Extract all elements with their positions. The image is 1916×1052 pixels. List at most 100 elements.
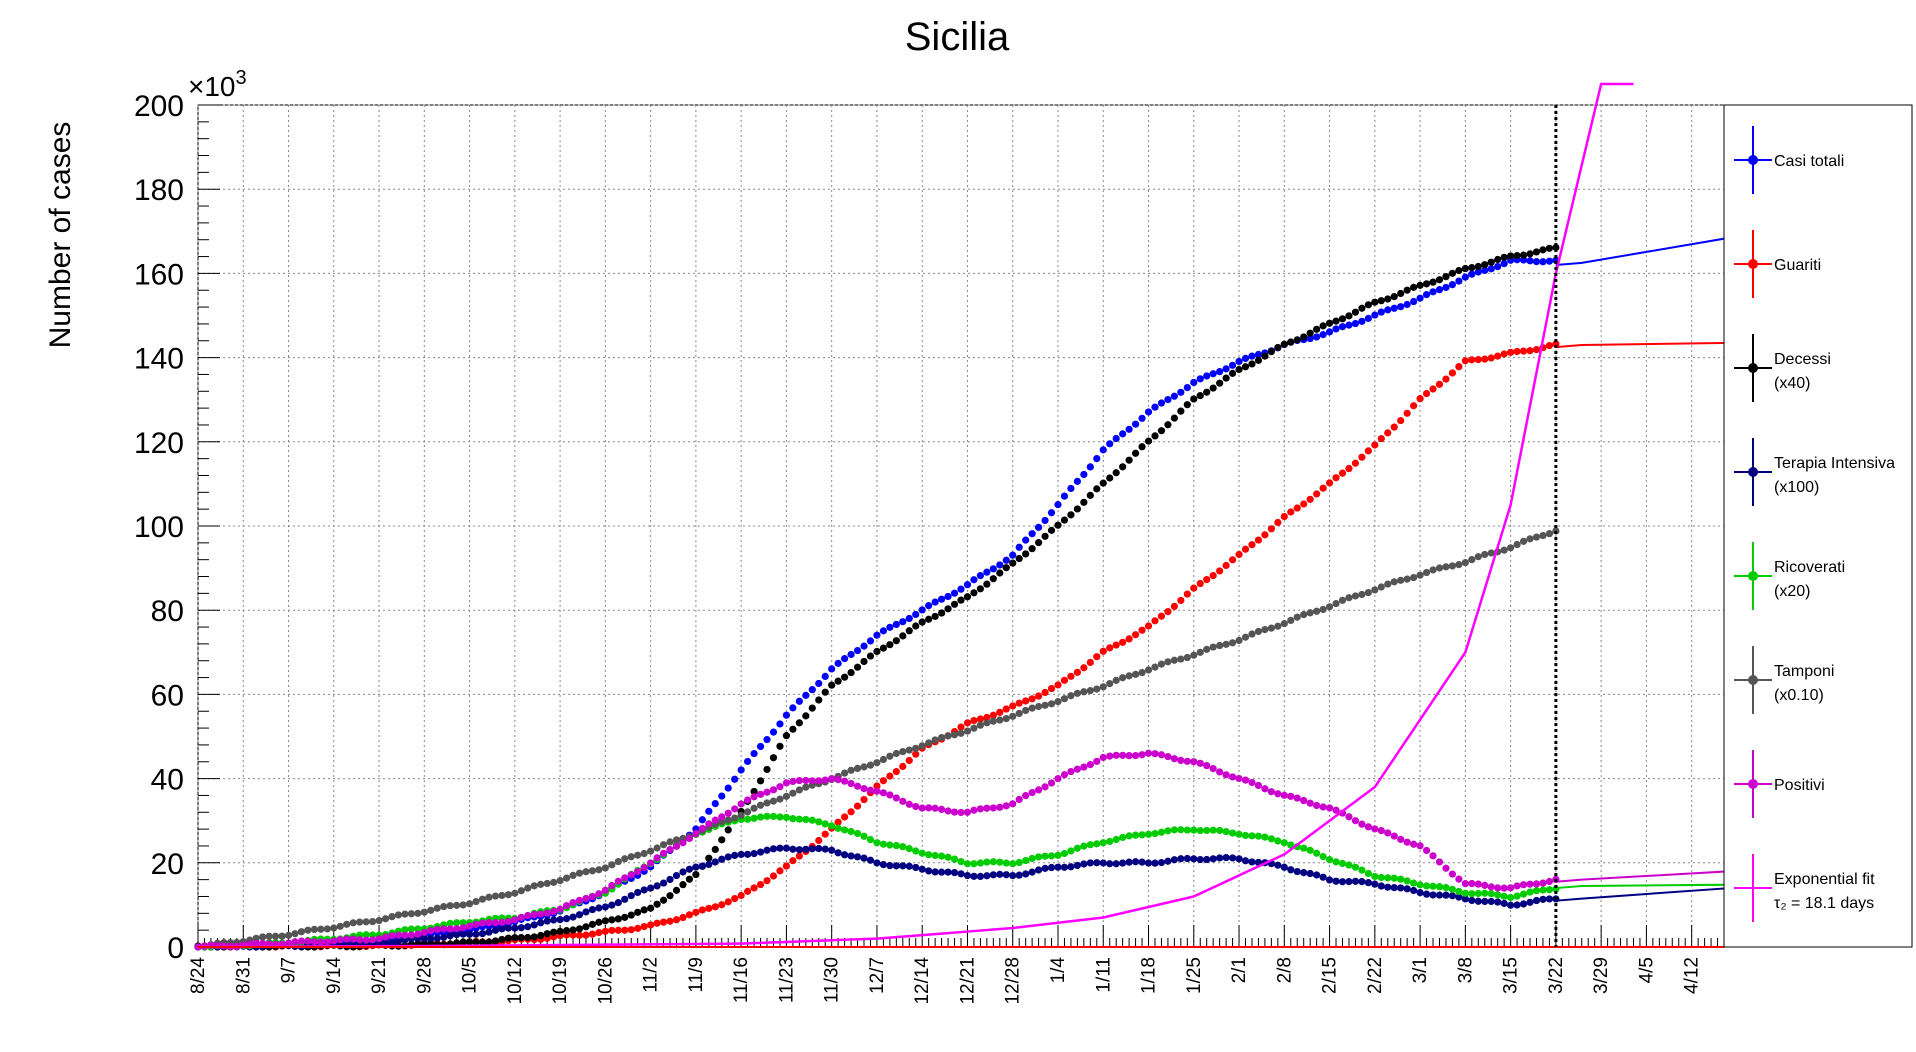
data-point [1157, 427, 1166, 435]
data-point [1351, 877, 1360, 885]
data-point [459, 924, 467, 932]
data-point [1054, 697, 1062, 706]
data-point [1545, 244, 1554, 252]
data-point [1274, 343, 1282, 352]
data-point [297, 928, 306, 936]
data-point [744, 808, 752, 816]
data-point [1235, 636, 1243, 645]
data-point [323, 938, 331, 946]
data-point [996, 716, 1004, 724]
data-point [1080, 860, 1088, 868]
data-point [562, 915, 571, 923]
x-tick-label: 8/24 [188, 957, 209, 994]
data-point [504, 891, 512, 899]
data-point [944, 592, 952, 601]
data-point [731, 805, 739, 813]
data-point [1351, 863, 1360, 871]
data-point [1157, 399, 1166, 407]
data-point [1254, 536, 1263, 544]
data-point [912, 744, 920, 752]
data-point [866, 786, 875, 794]
data-point [892, 620, 900, 629]
data-point [1112, 676, 1120, 684]
data-point [1500, 546, 1508, 554]
data-point [1371, 441, 1379, 449]
data-point [1164, 608, 1172, 616]
data-point [705, 860, 713, 869]
data-point [821, 672, 829, 681]
data-point [1313, 871, 1321, 879]
data-point [666, 892, 674, 900]
data-point [478, 919, 487, 927]
data-point [640, 864, 648, 872]
data-point [1435, 858, 1444, 866]
data-point [1144, 622, 1153, 630]
data-point [769, 797, 778, 805]
data-point [989, 575, 997, 583]
legend-label: Exponential fit [1774, 871, 1875, 888]
data-point [1513, 347, 1521, 356]
data-point [1190, 584, 1198, 592]
data-point [1461, 880, 1469, 888]
data-point [491, 926, 500, 934]
data-point [776, 742, 784, 750]
x-axis: 8/24 8/31 9/7 9/14 9/21 9/28 10/5 10/12 10/19 10/… [188, 925, 1725, 1005]
data-point [756, 880, 765, 889]
data-point [1235, 830, 1243, 838]
data-point [1002, 802, 1010, 810]
data-point [588, 867, 597, 875]
data-point [1170, 656, 1178, 664]
data-point [659, 918, 668, 926]
data-point [789, 815, 797, 823]
data-point [317, 925, 325, 933]
data-point [1138, 414, 1146, 422]
data-point [899, 632, 907, 640]
data-point [1119, 430, 1127, 438]
data-point [427, 935, 435, 943]
data-point [1034, 853, 1043, 861]
data-point [1216, 368, 1224, 376]
data-point [1125, 635, 1133, 643]
data-point [789, 777, 797, 786]
data-point [1513, 892, 1521, 900]
data-point [504, 917, 512, 926]
data-point [841, 769, 849, 777]
data-point [879, 860, 888, 869]
data-point [938, 609, 946, 617]
data-point [1047, 684, 1056, 693]
x-tick-label: 12/21 [957, 957, 978, 1005]
data-point [1345, 312, 1353, 320]
data-point [1151, 859, 1159, 867]
data-point [1177, 826, 1185, 834]
data-point [705, 807, 713, 815]
data-point [1106, 837, 1114, 846]
data-point [569, 913, 577, 921]
data-point [892, 794, 900, 802]
data-point [718, 901, 726, 909]
data-point [782, 862, 791, 870]
data-point [659, 879, 668, 887]
data-point [666, 917, 674, 925]
data-point [912, 802, 920, 811]
data-point [1377, 297, 1385, 305]
data-point [1416, 294, 1424, 302]
data-point [1468, 879, 1476, 888]
data-point [1241, 354, 1250, 362]
data-point [1280, 791, 1288, 799]
data-point [963, 727, 972, 735]
data-point [634, 888, 642, 897]
y-tick-label: 60 [151, 679, 184, 712]
legend-label: Decessi [1774, 351, 1831, 368]
data-point [698, 906, 706, 914]
data-point [782, 813, 791, 822]
data-point [1435, 891, 1444, 899]
data-point [1390, 304, 1398, 312]
data-point [1028, 704, 1036, 712]
data-point [1228, 556, 1237, 564]
data-point [569, 926, 577, 934]
data-point [1034, 702, 1043, 711]
data-point [498, 918, 506, 927]
data-point [957, 729, 965, 737]
data-point [1364, 314, 1372, 322]
data-point [1390, 874, 1398, 882]
